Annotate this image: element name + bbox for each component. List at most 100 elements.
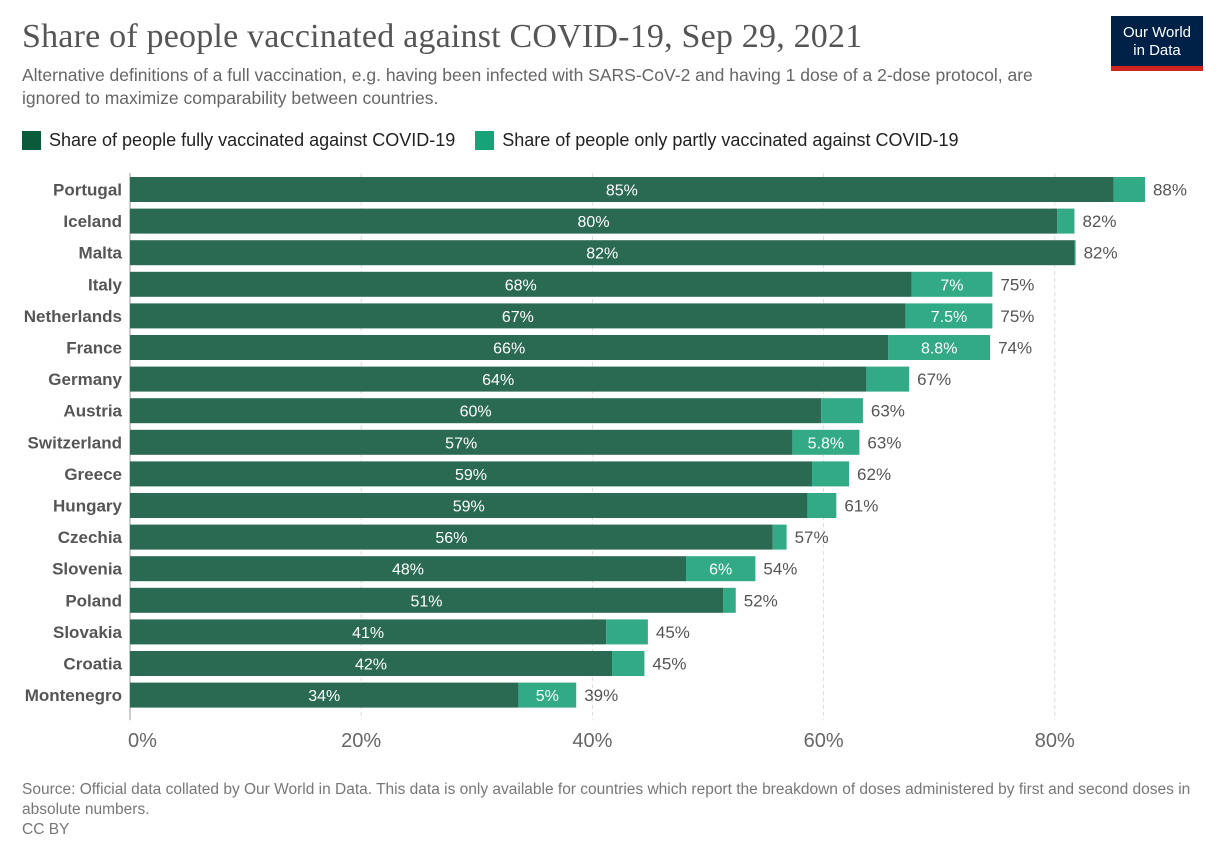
bar-fully — [130, 587, 724, 613]
bar-total-label: 75% — [1000, 275, 1034, 294]
bar-fully — [130, 177, 1114, 202]
bar-label-partly: 5% — [536, 688, 559, 705]
category-label: Iceland — [63, 212, 122, 231]
bar-fully — [130, 366, 867, 392]
bar-total-label: 75% — [1000, 307, 1034, 326]
license-note: CC BY — [22, 821, 70, 838]
bar-fully — [130, 461, 813, 487]
bar-label-fully: 48% — [392, 562, 424, 579]
legend-label-fully: Share of people fully vaccinated against… — [49, 130, 456, 150]
bar-label-fully: 34% — [308, 688, 340, 705]
bar-label-fully: 60% — [460, 404, 492, 421]
bar-fully — [130, 303, 906, 329]
bar-label-fully: 64% — [482, 372, 514, 389]
bar-label-fully: 56% — [435, 530, 467, 547]
bar-total-label: 88% — [1153, 181, 1187, 200]
bar-partly — [606, 619, 648, 645]
chart-title: Share of people vaccinated against COVID… — [22, 18, 863, 55]
category-label: Greece — [64, 465, 122, 484]
category-label: Czechia — [58, 528, 123, 547]
bar-total-label: 52% — [744, 591, 778, 610]
bar-fully — [130, 398, 822, 424]
bar-partly — [723, 587, 736, 613]
bar-fully — [130, 682, 519, 708]
logo-line-1: Our World — [1122, 24, 1192, 41]
logo-accent-bar — [1111, 66, 1203, 71]
legend-item-fully[interactable]: Share of people fully vaccinated against… — [22, 130, 455, 151]
bar-label-fully: 59% — [455, 467, 487, 484]
bar-fully — [130, 335, 889, 360]
bar-label-partly: 6% — [709, 562, 732, 579]
footer: Source: Official data collated by Our Wo… — [22, 780, 1202, 840]
bar-label-fully: 57% — [445, 435, 477, 452]
x-tick-label: 0% — [128, 730, 157, 752]
legend-item-partly[interactable]: Share of people only partly vaccinated a… — [475, 130, 959, 151]
bar-total-label: 63% — [871, 402, 905, 421]
bar-partly — [888, 335, 991, 360]
bar-partly — [518, 682, 577, 708]
bar-partly — [807, 493, 837, 518]
x-tick-label: 40% — [572, 730, 612, 752]
bar-total-label: 39% — [584, 686, 618, 705]
bar-label-partly: 7.5% — [931, 309, 967, 326]
bar-label-fully: 67% — [502, 309, 534, 326]
source-note: Source: Official data collated by Our Wo… — [22, 781, 1191, 818]
bar-fully — [130, 240, 1075, 266]
bar-partly — [612, 651, 645, 676]
chart-subtitle: Alternative definitions of a full vaccin… — [22, 65, 1033, 108]
bar-partly — [1074, 240, 1076, 266]
bar-fully — [130, 619, 607, 645]
legend: Share of people fully vaccinated against… — [22, 130, 979, 151]
bar-total-label: 67% — [917, 370, 951, 389]
category-label: Slovakia — [53, 623, 123, 642]
bar-fully — [130, 208, 1058, 234]
category-label: Portugal — [53, 181, 122, 200]
bar-partly — [812, 461, 850, 487]
bar-fully — [130, 556, 687, 582]
bar-fully — [130, 429, 793, 455]
bar-total-label: 82% — [1084, 244, 1118, 263]
bar-total-label: 61% — [844, 497, 878, 516]
category-label: Switzerland — [28, 433, 122, 452]
bar-label-partly: 5.8% — [808, 435, 844, 452]
legend-label-partly: Share of people only partly vaccinated a… — [502, 130, 959, 150]
bar-label-fully: 41% — [352, 625, 384, 642]
bar-label-fully: 80% — [578, 214, 610, 231]
category-label: Poland — [65, 591, 122, 610]
category-label: Austria — [63, 402, 122, 421]
bar-chart: 0% 20% 40% 60% 80% Portugal 85% 88% Iceland 80% 82… — [24, 173, 1187, 752]
bar-partly — [866, 366, 910, 392]
bar-label-partly: 7% — [940, 277, 963, 294]
bar-partly — [772, 524, 787, 550]
bar-label-fully: 51% — [410, 593, 442, 610]
bar-label-fully: 66% — [493, 341, 525, 358]
bar-fully — [130, 271, 912, 297]
bar-fully — [130, 524, 773, 550]
bar-total-label: 63% — [867, 433, 901, 452]
bar-total-label: 54% — [763, 560, 797, 579]
legend-swatch-partly — [475, 131, 495, 150]
category-label: Croatia — [63, 655, 122, 674]
owid-logo[interactable]: Our World in Data — [1111, 16, 1203, 71]
bar-partly — [905, 303, 993, 329]
bar-partly — [792, 429, 860, 455]
category-label: Netherlands — [24, 307, 122, 326]
bar-total-label: 62% — [857, 465, 891, 484]
bar-label-fully: 68% — [505, 277, 537, 294]
category-label: Slovenia — [52, 560, 122, 579]
bar-total-label: 45% — [656, 623, 690, 642]
bar-total-label: 74% — [998, 339, 1032, 358]
category-label: France — [66, 339, 122, 358]
category-label: Malta — [79, 244, 123, 263]
bar-partly — [1113, 177, 1145, 202]
logo-line-2: in Data — [1133, 42, 1181, 59]
bar-partly — [1057, 208, 1075, 234]
bar-total-label: 45% — [652, 655, 686, 674]
bar-label-fully: 82% — [586, 246, 618, 263]
bar-partly — [686, 556, 756, 582]
category-label: Germany — [48, 370, 122, 389]
category-label: Italy — [88, 275, 123, 294]
bar-total-label: 57% — [795, 528, 829, 547]
bar-label-fully: 59% — [453, 499, 485, 516]
bar-partly — [911, 271, 993, 297]
